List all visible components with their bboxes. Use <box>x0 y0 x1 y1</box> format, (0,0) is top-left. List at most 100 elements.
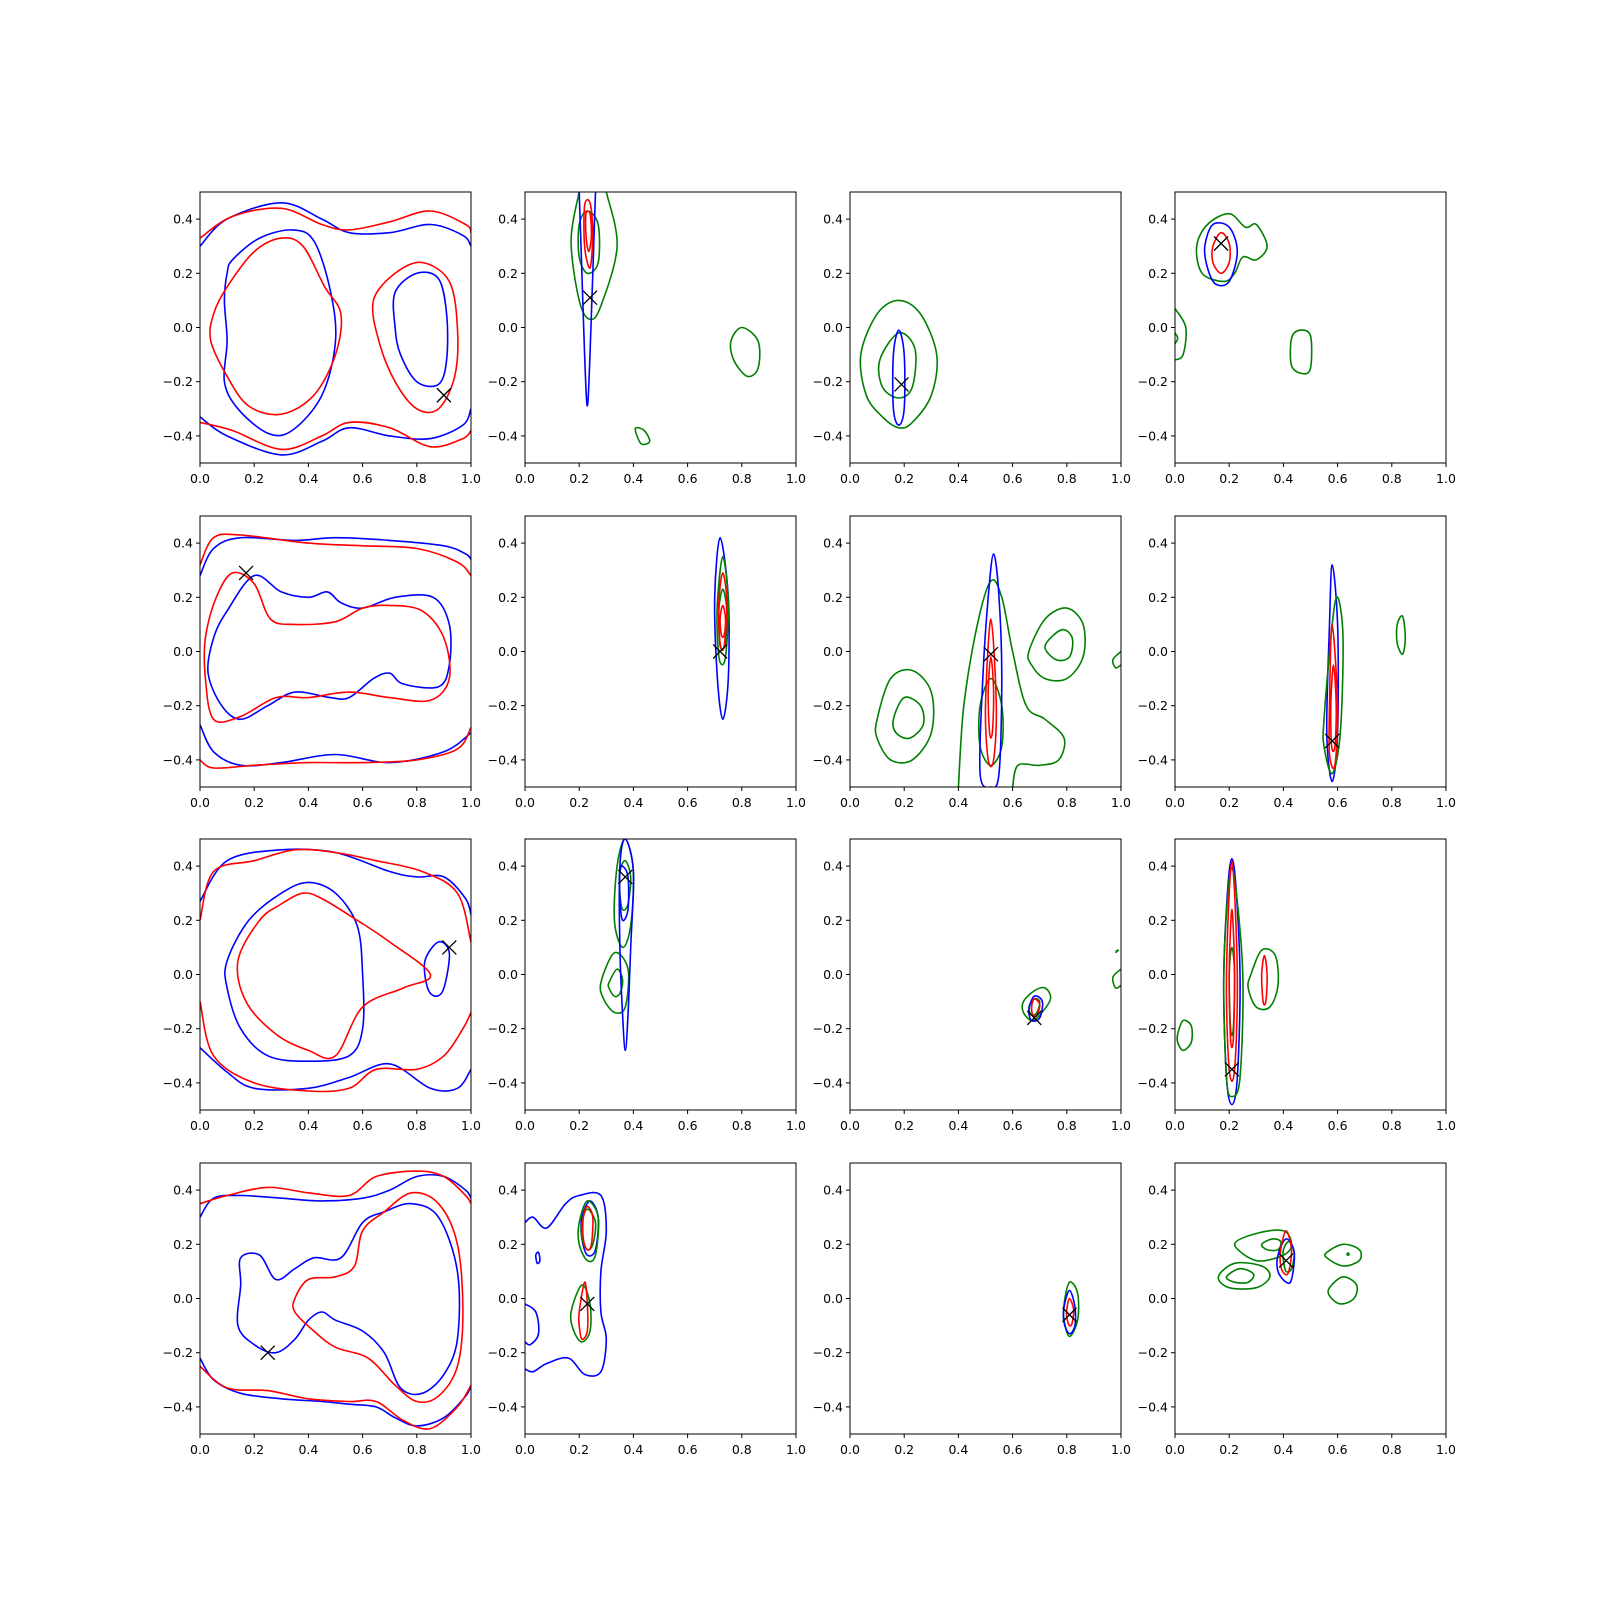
contour-green <box>1111 968 1121 990</box>
contour-green <box>569 1284 592 1343</box>
x-marker-stroke <box>983 646 999 662</box>
x-tick-label: 0.2 <box>1219 795 1239 810</box>
contour-red <box>581 1205 594 1251</box>
y-tick-label: 0.2 <box>1148 266 1168 281</box>
y-tick-label: 0.0 <box>823 967 843 982</box>
y-tick-label: −0.4 <box>1138 1399 1168 1414</box>
y-tick-label: −0.2 <box>813 698 843 713</box>
contour-blue <box>236 1202 461 1396</box>
x-tick-label: 1.0 <box>1111 1442 1131 1457</box>
x-marker <box>260 1345 276 1361</box>
y-tick-label: 0.0 <box>498 644 518 659</box>
y-tick-label: 0.2 <box>173 913 193 928</box>
y-tick-label: −0.2 <box>163 1345 193 1360</box>
contour-red <box>200 848 471 943</box>
contour-blue <box>618 839 635 1052</box>
x-tick-label: 0.2 <box>894 795 914 810</box>
contour-blue <box>618 865 630 922</box>
x-tick-label: 1.0 <box>1111 795 1131 810</box>
x-tick-label: 0.2 <box>1219 1442 1239 1457</box>
y-tick-label: −0.2 <box>163 374 193 389</box>
x-tick-label: 0.8 <box>407 471 427 486</box>
x-tick-label: 0.6 <box>1003 471 1023 486</box>
x-tick-label: 0.4 <box>1273 795 1293 810</box>
contour-green <box>577 1200 600 1263</box>
contour-green <box>1175 308 1188 361</box>
y-tick-label: −0.4 <box>163 1399 193 1414</box>
x-tick-label: 0.2 <box>1219 471 1239 486</box>
y-tick-label: 0.4 <box>1148 536 1168 551</box>
x-tick-label: 0.0 <box>190 1442 210 1457</box>
x-tick-label: 0.4 <box>623 795 643 810</box>
x-marker <box>238 565 254 581</box>
x-tick-label: 0.4 <box>298 1442 318 1457</box>
axes-frame <box>849 838 1122 1111</box>
contour-green <box>1260 1237 1282 1252</box>
contour-green <box>874 668 935 764</box>
x-tick-label: 0.0 <box>190 795 210 810</box>
y-tick-label: −0.4 <box>813 1075 843 1090</box>
x-tick-label: 1.0 <box>1436 1118 1456 1133</box>
x-tick-label: 0.0 <box>190 471 210 486</box>
contour-green <box>1247 947 1280 1011</box>
y-tick-label: −0.2 <box>1138 1021 1168 1036</box>
y-tick-label: 0.4 <box>823 1183 843 1198</box>
x-tick-label: 0.6 <box>1328 1442 1348 1457</box>
x-tick-label: 0.2 <box>569 1442 589 1457</box>
y-tick-label: 0.2 <box>173 1237 193 1252</box>
contour-blue <box>713 536 730 721</box>
y-tick-label: 0.0 <box>173 967 193 982</box>
y-tick-label: 0.4 <box>823 859 843 874</box>
y-tick-label: 0.2 <box>1148 590 1168 605</box>
y-tick-label: 0.0 <box>173 644 193 659</box>
y-tick-label: −0.2 <box>1138 374 1168 389</box>
contour-red <box>200 726 471 769</box>
x-tick-label: 0.6 <box>1003 1118 1023 1133</box>
x-tick-label: 0.2 <box>894 1442 914 1457</box>
contour-blue <box>392 271 449 388</box>
contour-green <box>1175 332 1179 345</box>
contour-red <box>1260 954 1268 1006</box>
contour-blue <box>1203 222 1239 287</box>
y-tick-label: 0.4 <box>1148 1183 1168 1198</box>
x-tick-label: 0.2 <box>569 795 589 810</box>
x-tick-label: 0.8 <box>732 1442 752 1457</box>
y-tick-label: −0.4 <box>163 1075 193 1090</box>
x-tick-label: 0.6 <box>353 1442 373 1457</box>
x-marker-stroke <box>260 1345 276 1361</box>
x-tick-label: 0.6 <box>353 471 373 486</box>
x-tick-label: 1.0 <box>461 471 481 486</box>
y-tick-label: 0.2 <box>1148 913 1168 928</box>
x-tick-label: 0.8 <box>732 1118 752 1133</box>
contour-blue <box>1062 1289 1077 1335</box>
axes-frame <box>199 515 472 788</box>
contour-green <box>1323 1243 1363 1267</box>
contour-green <box>599 951 630 1015</box>
contour-red <box>200 1365 471 1430</box>
y-tick-label: −0.2 <box>163 698 193 713</box>
subplot-r4-c4: 0.0 0.2 0.4 0.6 0.8 1.0 −0.4 −0.2 0.0 0.2 0.4 <box>1138 1162 1456 1457</box>
y-tick-label: 0.4 <box>1148 859 1168 874</box>
contour-green <box>1395 615 1407 656</box>
contour-red <box>200 533 471 577</box>
contour-green <box>607 968 624 998</box>
contour-group <box>200 1170 471 1430</box>
subplot-r3-c2: 0.0 0.2 0.4 0.6 0.8 1.0 −0.4 −0.2 0.0 0.2 0.4 <box>488 838 806 1133</box>
x-marker <box>1026 1010 1042 1026</box>
x-tick-label: 0.4 <box>1273 471 1293 486</box>
contour-green <box>570 192 618 321</box>
x-tick-label: 0.0 <box>1165 1118 1185 1133</box>
y-tick-label: −0.2 <box>813 374 843 389</box>
x-marker-stroke <box>1324 733 1340 749</box>
axes-frame <box>1174 838 1447 1111</box>
contour-green <box>1217 1261 1271 1290</box>
y-tick-label: 0.2 <box>498 1237 518 1252</box>
contour-red <box>1279 1230 1293 1276</box>
y-tick-label: 0.4 <box>173 859 193 874</box>
y-tick-label: 0.0 <box>498 1291 518 1306</box>
contour-green <box>892 696 925 740</box>
x-tick-label: 0.4 <box>298 471 318 486</box>
x-marker <box>441 939 457 955</box>
y-tick-label: −0.2 <box>163 1021 193 1036</box>
y-tick-label: 0.2 <box>823 1237 843 1252</box>
